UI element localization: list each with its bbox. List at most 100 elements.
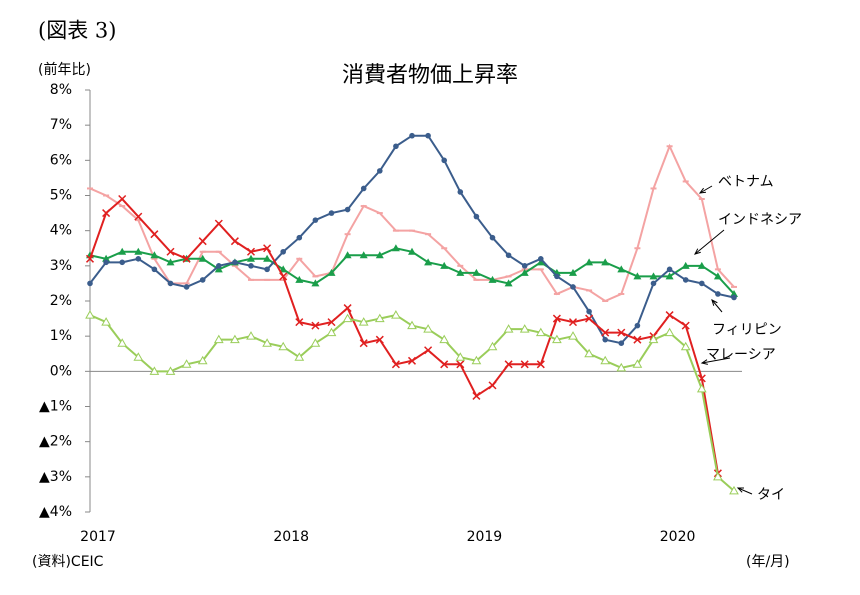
point — [248, 263, 254, 269]
point — [214, 219, 223, 228]
label-arrowhead — [711, 299, 718, 306]
point — [633, 335, 642, 344]
point — [359, 339, 368, 348]
label-arrow — [737, 487, 753, 495]
point — [697, 261, 706, 269]
point — [246, 331, 256, 340]
point — [504, 279, 513, 287]
point — [600, 355, 611, 365]
point — [585, 258, 594, 266]
point — [407, 356, 417, 365]
y-tick-label: 6% — [50, 152, 72, 168]
point — [730, 289, 738, 297]
y-tick-label: 1% — [50, 328, 72, 344]
point — [440, 261, 449, 269]
point — [423, 324, 433, 333]
point — [699, 280, 705, 287]
point — [280, 248, 287, 255]
point — [424, 346, 433, 355]
point — [457, 189, 464, 195]
point — [393, 143, 399, 150]
point — [439, 334, 450, 344]
point — [358, 317, 369, 326]
point — [197, 355, 208, 365]
point — [407, 320, 417, 330]
point — [666, 266, 673, 273]
series-line — [89, 134, 735, 345]
point — [262, 338, 272, 347]
y-tick-label: ▲4% — [39, 504, 72, 520]
point — [618, 340, 625, 347]
point — [665, 311, 674, 320]
point — [536, 258, 545, 266]
point — [648, 334, 659, 344]
point — [584, 348, 594, 358]
label-arrowhead — [736, 487, 745, 493]
point — [617, 328, 626, 337]
point — [102, 254, 111, 262]
point — [198, 254, 207, 262]
point — [216, 263, 222, 269]
point — [118, 194, 127, 204]
point — [408, 247, 416, 255]
x-tick-label: 2019 — [467, 529, 503, 545]
label-arrow — [701, 357, 731, 364]
point — [488, 275, 497, 283]
point — [374, 313, 385, 323]
point — [488, 381, 497, 390]
point — [424, 258, 433, 266]
point — [101, 317, 111, 326]
x-tick-label: 2017 — [80, 529, 116, 545]
point — [85, 310, 95, 319]
point — [681, 261, 690, 269]
label-arrow — [699, 185, 713, 194]
point — [133, 352, 144, 361]
point — [327, 268, 336, 276]
point — [696, 383, 707, 393]
y-tick-label: 0% — [50, 363, 72, 379]
y-tick-label: 5% — [50, 188, 72, 204]
point — [198, 237, 207, 246]
y-tick-label: ▲3% — [39, 469, 72, 485]
y-tick-label: 8% — [50, 82, 72, 98]
y-tick-label: 2% — [50, 293, 72, 309]
point — [263, 254, 272, 262]
y-tick-label: 7% — [50, 117, 72, 133]
point — [616, 362, 627, 372]
point — [134, 212, 143, 221]
point — [149, 366, 160, 375]
point — [520, 268, 529, 276]
point — [213, 334, 224, 344]
point — [344, 206, 351, 213]
series-line — [89, 197, 719, 474]
point — [441, 157, 448, 164]
point — [264, 266, 270, 273]
point — [278, 341, 289, 351]
label-arrowhead — [698, 187, 707, 194]
point — [166, 247, 175, 256]
y-tick-label: ▲2% — [39, 434, 72, 450]
point — [682, 277, 689, 283]
point — [489, 234, 496, 241]
y-tick-label: 3% — [50, 258, 72, 274]
point — [409, 132, 415, 139]
point — [343, 304, 352, 313]
point — [425, 132, 431, 139]
point — [456, 360, 465, 369]
point — [570, 284, 576, 290]
point — [311, 321, 320, 330]
point — [472, 268, 481, 276]
point — [375, 335, 384, 344]
point — [729, 485, 739, 495]
figure-label: (図表 3) — [38, 19, 116, 43]
point — [649, 272, 658, 280]
series-label: フィリピン — [712, 322, 782, 338]
point — [472, 391, 481, 400]
point — [586, 308, 592, 315]
point — [135, 255, 142, 262]
point — [633, 272, 642, 280]
point — [327, 318, 336, 327]
point — [103, 259, 109, 266]
point — [634, 322, 641, 329]
